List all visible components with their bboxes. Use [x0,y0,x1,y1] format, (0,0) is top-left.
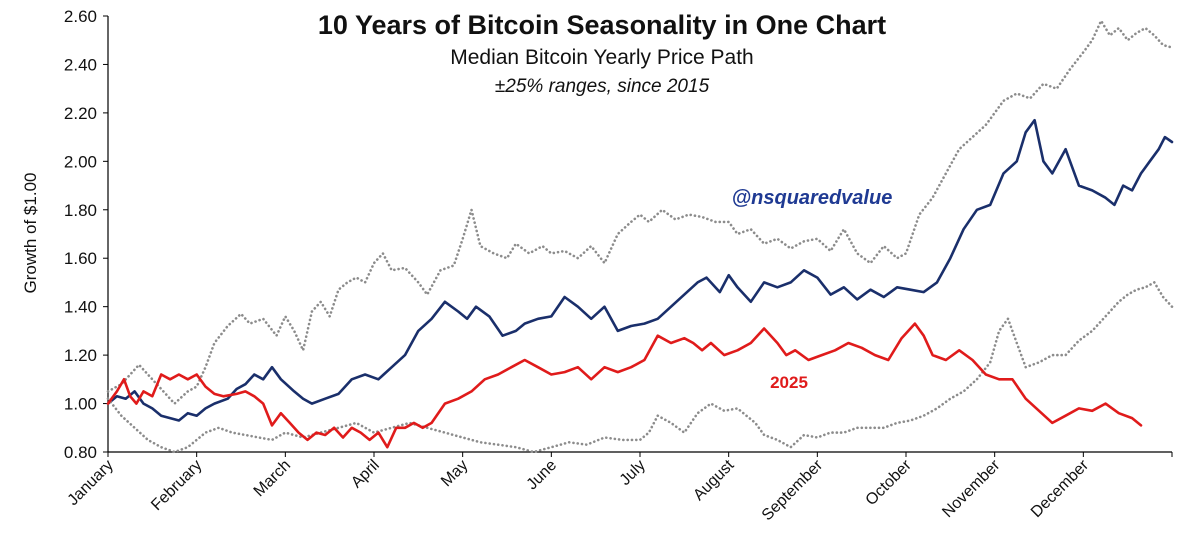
y-axis-label: Growth of $1.00 [21,173,40,294]
y-tick-label: 2.20 [64,104,97,123]
series-line-0 [106,19,1174,405]
y-tick-label: 0.80 [64,443,97,462]
series-line-2 [106,281,1174,454]
watermark-label: @nsquaredvalue [732,187,893,209]
y-tick-label: 1.80 [64,201,97,220]
series-layer [106,19,1174,454]
y-tick-label: 2.60 [64,7,97,26]
series-line-1 [106,118,1174,422]
y-tick-label: 1.40 [64,298,97,317]
chart-note: ±25% ranges, since 2015 [495,76,710,97]
series-2025-label: 2025 [770,373,808,392]
y-tick-label: 1.60 [64,249,97,268]
y-tick-label: 1.00 [64,395,97,414]
y-ticks: 0.80 1.00 1.20 1.40 1.60 1.80 2.00 2.20 2.40 2.60 [64,7,108,462]
y-tick-label: 2.40 [64,55,97,74]
y-tick-label: 1.20 [64,346,97,365]
y-tick-label: 2.00 [64,152,97,171]
chart-title: 10 Years of Bitcoin Seasonality in One C… [318,10,886,40]
series-line-3 [106,322,1143,449]
chart-subtitle: Median Bitcoin Yearly Price Path [450,46,754,69]
